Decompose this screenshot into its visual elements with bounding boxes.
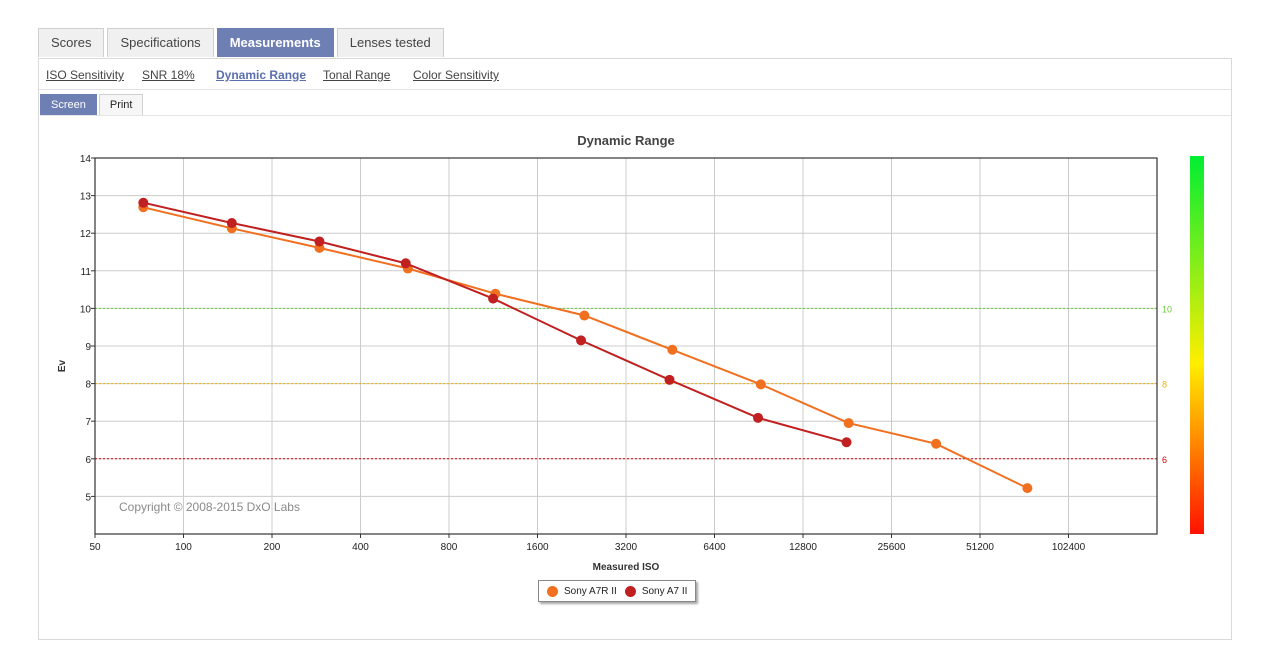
x-tick-label: 100 [175,542,192,553]
y-tick-label: 7 [85,417,91,428]
main-tabs: Scores Specifications Measurements Lense… [38,28,447,58]
screen-button[interactable]: Screen [40,94,97,116]
legend-marker [547,585,558,597]
y-tick-labels: 5 6 7 8 9 10 11 12 13 14 [80,154,92,503]
measurements-panel: ISO Sensitivity SNR 18% Dynamic Range To… [38,58,1232,640]
y-tick-label: 8 [85,380,91,391]
data-point[interactable] [488,293,499,304]
y-tick-label: 11 [81,267,92,278]
grid-lines [91,157,1157,538]
x-tick-label: 6400 [703,542,726,553]
series-line-1 [143,201,847,444]
plot-border [94,157,1158,535]
x-tick-labels: 50 100 200 400 800 1600 3200 6400 12800 25600 5120… [89,542,1085,553]
x-axis-label: Measured ISO [593,562,660,573]
data-point[interactable] [667,344,678,355]
data-point[interactable] [931,438,942,449]
chart-title: Dynamic Range [577,133,675,148]
tab-scores[interactable]: Scores [38,28,105,57]
tab-measurements[interactable]: Measurements [216,28,334,57]
data-point[interactable] [841,437,852,448]
tab-specifications[interactable]: Specifications [107,28,214,57]
tab-lenses-tested[interactable]: Lenses tested [336,28,444,57]
dynamic-range-colorbar [1190,156,1204,534]
y-tick-label: 14 [80,154,92,165]
y-tick-label: 5 [85,492,91,503]
x-tick-label: 800 [441,542,458,553]
series-line-0 [143,206,1028,489]
data-point[interactable] [576,335,587,346]
reference-label-6: 6 [1162,455,1167,465]
view-toggle: Screen Print [40,94,145,116]
data-point[interactable] [579,310,590,321]
series-layer [138,197,1033,494]
chart-legend: Sony A7R II Sony A7 II [538,580,697,602]
data-point[interactable] [755,379,766,390]
copyright-text: Copyright © 2008-2015 DxO Labs [119,500,300,514]
reference-label-8: 8 [1162,380,1167,390]
x-tick-label: 3200 [615,542,638,553]
data-point[interactable] [138,197,149,208]
y-tick-label: 13 [80,192,92,203]
legend-label: Sony A7R II [564,585,617,597]
y-axis-label: Ev [57,359,68,372]
y-tick-label: 9 [85,342,91,353]
x-tick-label: 51200 [966,542,994,553]
data-point[interactable] [843,418,854,429]
data-point[interactable] [753,412,764,423]
x-tick-label: 12800 [789,542,817,553]
measurement-subnav: ISO Sensitivity SNR 18% Dynamic Range To… [39,59,1231,90]
x-tick-label: 1600 [526,542,549,553]
toggle-divider [40,115,1231,116]
x-tick-label: 200 [264,542,281,553]
data-point[interactable] [400,258,411,269]
subnav-dynamic-range[interactable]: Dynamic Range [216,68,307,82]
legend-label: Sony A7 II [641,585,688,597]
y-tick-label: 12 [80,229,92,240]
x-tick-label: 102400 [1052,542,1086,553]
data-point[interactable] [314,236,325,247]
x-tick-label: 50 [89,542,101,553]
x-tick-label: 400 [352,542,369,553]
reference-lines: 10 8 6 [95,304,1172,465]
subnav-tonal-range[interactable]: Tonal Range [323,68,391,82]
data-point[interactable] [664,374,675,385]
subnav-color-sensitivity[interactable]: Color Sensitivity [413,68,500,82]
reference-label-10: 10 [1162,304,1172,314]
legend-marker [624,585,636,597]
data-point[interactable] [226,218,237,229]
x-tick-label: 25600 [878,542,906,553]
data-point[interactable] [1022,483,1033,494]
legend-item-sony-a7-ii[interactable]: Sony A7 II [624,585,688,597]
legend-item-sony-a7r-ii[interactable]: Sony A7R II [547,585,617,597]
subnav-snr-18[interactable]: SNR 18% [142,68,195,82]
subnav-iso-sensitivity[interactable]: ISO Sensitivity [46,68,125,82]
y-tick-label: 10 [80,304,92,315]
y-tick-label: 6 [85,455,91,466]
